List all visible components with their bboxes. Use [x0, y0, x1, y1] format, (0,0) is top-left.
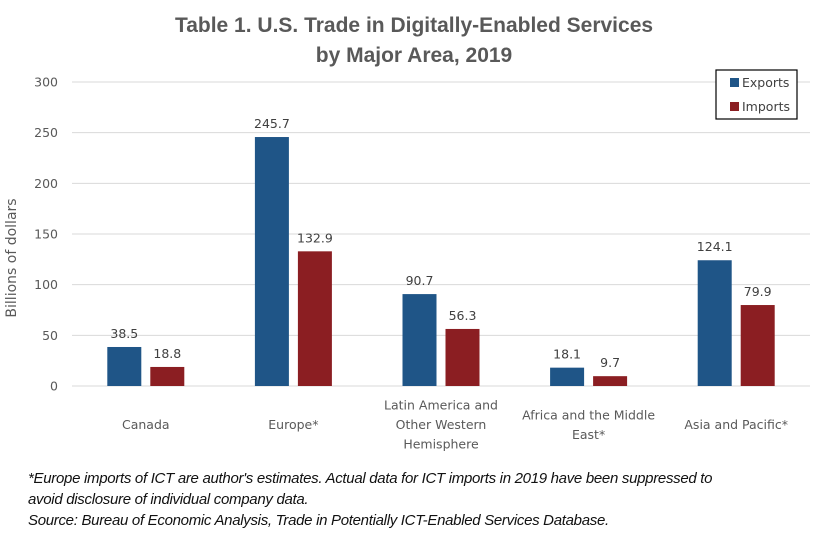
bar-exports [697, 260, 732, 386]
y-axis-label: Billions of dollars [4, 198, 20, 317]
bar-imports [150, 366, 185, 386]
legend-label-exports: Exports [742, 75, 789, 90]
data-label-exports: 38.5 [110, 326, 138, 341]
bar-imports [297, 251, 332, 386]
gridlines [72, 81, 810, 387]
y-tick-label: 300 [34, 75, 58, 90]
category-label-line: East* [572, 427, 605, 442]
bar-exports [402, 294, 437, 386]
category-label-line: Europe* [268, 417, 318, 432]
data-label-exports: 90.7 [406, 273, 434, 288]
category-label-line: Canada [122, 417, 170, 432]
x-axis-categories: Canada Europe* Latin America and Other West… [122, 398, 788, 452]
footnote-line-1: *Europe imports of ICT are author's esti… [28, 470, 713, 487]
footnote-line-2: avoid disclosure of individual company d… [28, 491, 309, 508]
category-label-line: Latin America and [384, 398, 498, 413]
legend: Exports Imports [715, 69, 798, 120]
y-tick-label: 0 [50, 379, 58, 394]
y-tick-label: 100 [34, 277, 58, 292]
bar-exports [550, 367, 585, 386]
data-labels: 38.5 18.8 245.7 132.9 90.7 56.3 18.1 9.7 124.1 79… [110, 116, 771, 370]
chart-title-line-1: Table 1. U.S. Trade in Digitally-Enabled… [175, 14, 653, 37]
data-label-exports: 124.1 [697, 239, 733, 254]
bar-chart: Table 1. U.S. Trade in Digitally-Enabled… [4, 14, 810, 452]
category-label: Africa and the Middle East* [522, 407, 655, 442]
source-note: Source: Bureau of Economic Analysis, Tra… [28, 512, 609, 529]
data-label-exports: 18.1 [553, 347, 581, 362]
bar-exports [254, 137, 289, 386]
category-label-line: Africa and the Middle [522, 407, 655, 422]
data-label-imports: 9.7 [600, 355, 620, 370]
bars [107, 137, 775, 386]
category-label: Latin America and Other Western Hemisphere [384, 398, 498, 452]
data-label-imports: 18.8 [153, 346, 181, 361]
legend-swatch-imports [730, 102, 739, 111]
data-label-imports: 56.3 [449, 308, 477, 323]
bar-imports [740, 305, 775, 386]
y-tick-label: 50 [42, 328, 58, 343]
legend-box [715, 69, 798, 120]
category-label: Asia and Pacific* [684, 417, 788, 432]
y-tick-label: 200 [34, 176, 58, 191]
legend-label-imports: Imports [742, 99, 790, 114]
legend-swatch-exports [730, 78, 739, 87]
bar-imports [593, 376, 628, 386]
chart-title-line-2: by Major Area, 2019 [316, 44, 513, 67]
category-label: Canada [122, 417, 170, 432]
bar-exports [107, 346, 142, 386]
y-axis-ticks: 0 50 100 150 200 250 300 [34, 75, 58, 394]
data-label-imports: 132.9 [297, 230, 333, 245]
category-label: Europe* [268, 417, 318, 432]
category-label-line: Other Western [396, 417, 487, 432]
category-label-line: Asia and Pacific* [684, 417, 788, 432]
data-label-exports: 245.7 [254, 116, 290, 131]
category-label-line: Hemisphere [403, 437, 479, 452]
data-label-imports: 79.9 [744, 284, 772, 299]
y-tick-label: 150 [34, 227, 58, 242]
bar-imports [445, 328, 480, 386]
chart-title: Table 1. U.S. Trade in Digitally-Enabled… [175, 14, 653, 67]
y-tick-label: 250 [34, 125, 58, 140]
